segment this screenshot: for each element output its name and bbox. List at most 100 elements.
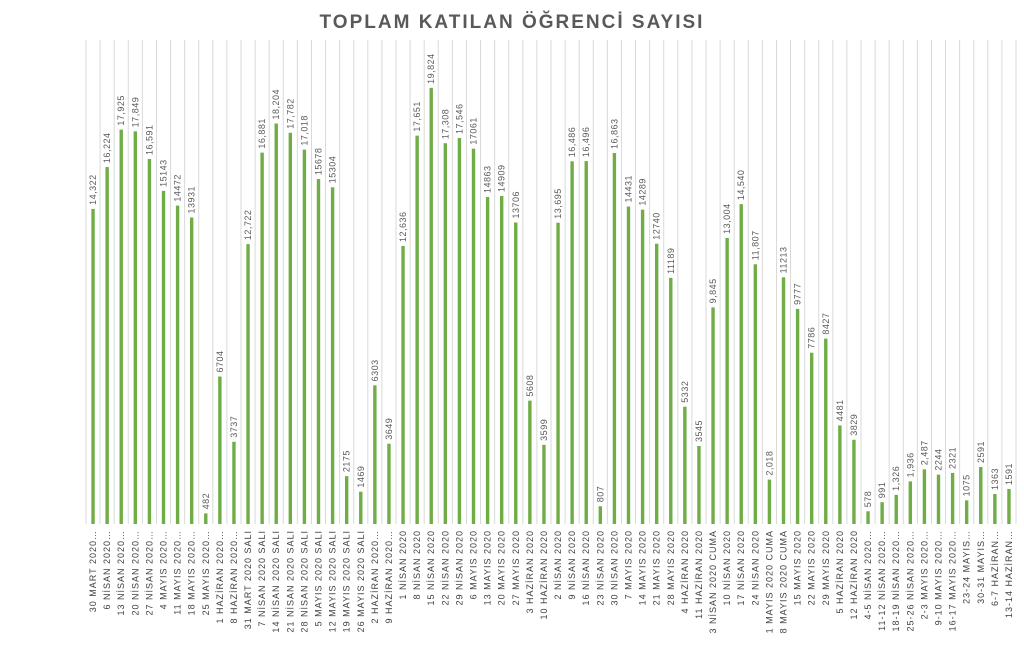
x-tick-label: 13-14 HAZİRAN… <box>1004 530 1014 618</box>
bar <box>119 129 123 524</box>
data-label: 13931 <box>187 186 197 214</box>
data-label: 16,496 <box>581 127 591 158</box>
data-label: 4481 <box>835 399 845 421</box>
data-label: 12740 <box>652 212 662 240</box>
bar <box>852 439 856 524</box>
bar <box>204 513 208 524</box>
x-tick-label: 29 MAYIS 2020 <box>821 530 831 605</box>
bar <box>711 307 715 524</box>
x-tick-label: 23 NİSAN 2020 <box>595 530 605 606</box>
bar <box>359 491 363 524</box>
data-labels: 14,322 16,224 17,925 17,849 16,591 15143 14472… <box>88 53 1014 509</box>
data-label: 16,486 <box>567 127 577 158</box>
data-label: 12,636 <box>398 211 408 242</box>
x-tick-label: 11 MAYIS 2020… <box>173 530 183 615</box>
data-label: 3737 <box>229 416 239 438</box>
x-tick-label: 21 MAYIS 2020 <box>652 530 662 605</box>
x-tick-label: 12 HAZİRAN 2020 <box>849 530 859 620</box>
gridlines <box>85 40 1017 524</box>
x-tick-label: 20 MAYIS 2020 <box>497 530 507 605</box>
bar <box>274 123 278 525</box>
x-tick-label: 22 NİSAN 2020 <box>440 530 450 606</box>
data-label: 17,018 <box>299 115 309 146</box>
x-tick-label: 22 MAYIS 2020 <box>807 530 817 605</box>
x-tick-label: 12 MAYIS 2020 SALI <box>328 530 338 632</box>
bar <box>387 443 391 524</box>
bar <box>866 511 870 524</box>
data-label: 16,863 <box>609 118 619 149</box>
data-label: 3649 <box>384 418 394 440</box>
data-label: 17,308 <box>440 109 450 140</box>
data-label: 17,546 <box>454 103 464 134</box>
data-label: 3829 <box>849 414 859 436</box>
x-tick-label: 2 NİSAN 2020 <box>553 530 563 600</box>
x-tick-label: 4 MAYIS 2020… <box>159 530 169 609</box>
chart-title: TOPLAM KATILAN ÖĞRENCİ SAYISI <box>319 12 705 33</box>
bar <box>246 244 250 524</box>
data-label: 5608 <box>525 375 535 397</box>
data-label: 18,204 <box>271 89 281 120</box>
bar <box>809 352 814 524</box>
bar <box>175 205 180 524</box>
data-label: 14,322 <box>88 174 98 205</box>
x-tick-label: 27 NİSAN 2020… <box>144 530 154 616</box>
data-label: 1591 <box>1004 463 1014 485</box>
data-label: 13,004 <box>722 203 732 234</box>
bar <box>499 196 504 524</box>
x-tick-label: 18 MAYIS 2020… <box>187 530 197 615</box>
data-label: 15304 <box>328 156 338 184</box>
bar <box>993 494 997 524</box>
data-label: 17,782 <box>285 98 295 129</box>
bars <box>91 87 1011 525</box>
bar <box>485 197 490 525</box>
x-tick-label: 11 HAZİRAN 2020 <box>694 530 704 619</box>
data-label: 14,540 <box>736 170 746 201</box>
bar <box>1007 488 1011 524</box>
x-tick-label: 9 NİSAN 2020 <box>567 530 577 600</box>
x-tick-label: 7 NİSAN 2020 SALI <box>257 530 267 627</box>
bar <box>739 204 743 524</box>
bar <box>542 444 546 524</box>
data-label: 2591 <box>976 441 986 463</box>
data-label: 1363 <box>990 468 1000 490</box>
bar <box>260 152 264 525</box>
x-tick-label: 26 MAYIS 2020 SALI <box>356 530 366 632</box>
x-tick-labels: 30 MART 2020… 6 NİSAN 2020… 13 NİSAN 2020…… <box>88 530 1014 634</box>
bar <box>302 149 307 524</box>
bar <box>91 208 95 524</box>
bar <box>612 153 617 524</box>
x-tick-label: 3 NİSAN 2020 CUMA <box>708 530 718 634</box>
bar <box>401 246 405 524</box>
x-tick-label: 5 HAZİRAN 2020 <box>835 530 845 614</box>
x-tick-label: 2 HAZİRAN 2020… <box>370 530 380 624</box>
x-tick-label: 9 HAZİRAN 2020… <box>384 530 394 624</box>
data-label: 3599 <box>539 419 549 441</box>
x-tick-label: 1 HAZİRAN 2020… <box>215 530 225 624</box>
bar <box>767 479 772 524</box>
bar <box>330 187 335 524</box>
x-tick-label: 19 MAYIS 2020 SALI <box>342 530 352 632</box>
bar <box>373 385 377 524</box>
data-label: 2175 <box>342 450 352 472</box>
x-tick-label: 17 NİSAN 2020 <box>736 530 746 606</box>
bar <box>640 209 645 524</box>
bar <box>781 277 786 524</box>
bar <box>288 132 293 524</box>
data-label: 17,925 <box>116 95 126 126</box>
data-label: 578 <box>863 491 873 508</box>
bar <box>443 143 448 524</box>
bar <box>147 158 152 525</box>
x-tick-label: 18-19 NİSAN 2020… <box>891 530 901 632</box>
x-tick-label: 8 MAYIS 2020 CUMA <box>779 530 789 633</box>
data-label: 6704 <box>215 350 225 372</box>
data-label: 19,824 <box>426 53 436 84</box>
data-label: 1469 <box>356 466 366 488</box>
bar <box>950 472 955 524</box>
x-tick-label: 2-3 MAYIS 2020… <box>919 530 929 619</box>
x-tick-label: 7 MAYIS 2020 <box>624 530 634 599</box>
bar <box>457 137 462 524</box>
bar <box>105 167 109 524</box>
bar <box>626 206 631 524</box>
bar <box>908 481 913 524</box>
